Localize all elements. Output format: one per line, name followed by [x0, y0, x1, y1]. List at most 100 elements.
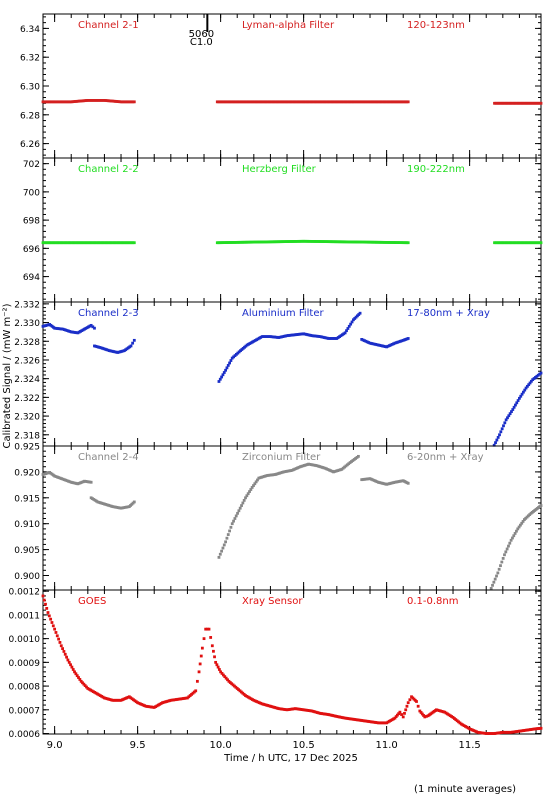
data-point: [41, 594, 45, 598]
data-point: [527, 383, 531, 387]
data-point: [132, 100, 136, 104]
data-point: [226, 533, 230, 536]
data-point: [232, 519, 235, 523]
data-point: [234, 514, 238, 518]
data-point: [220, 549, 224, 553]
x-tick-label: 10.5: [292, 740, 314, 751]
data-point: [397, 712, 401, 716]
x-tick-label: 11.0: [375, 740, 397, 751]
data-point: [199, 654, 203, 658]
data-point: [503, 421, 507, 425]
data-point: [504, 418, 508, 422]
y-tick-label: 0.0008: [9, 683, 41, 693]
panel-frame: [42, 589, 542, 735]
data-point: [242, 498, 246, 502]
data-point: [516, 399, 520, 402]
y-tick-label: 0.0011: [9, 611, 41, 621]
data-point: [514, 403, 517, 407]
data-point: [518, 396, 521, 400]
data-point: [253, 482, 257, 486]
data-point: [194, 689, 198, 693]
data-point: [195, 679, 199, 683]
panel-label: 6-20nm + Xray: [407, 452, 484, 463]
x-tick-label: 11.5: [458, 740, 480, 751]
data-point: [506, 416, 509, 420]
data-point: [515, 401, 519, 405]
data-point: [230, 522, 234, 526]
y-tick-label: 2.330: [14, 319, 40, 329]
data-point: [59, 644, 63, 648]
data-point: [69, 663, 72, 667]
panel-label: 190-222nm: [407, 164, 465, 175]
data-point: [539, 504, 543, 507]
y-tick-label: 0.920: [14, 468, 40, 478]
panel-label: GOES: [78, 596, 106, 607]
data-point: [505, 547, 509, 551]
panel-1: 6.26 6.28 6.30 6.32 6.34 Channel 2-1 Lyman-alp…: [20, 13, 543, 159]
data-point: [509, 538, 513, 542]
data-point: [89, 323, 93, 327]
data-point: [398, 710, 402, 714]
y-tick-label: 6.32: [20, 54, 40, 64]
data-point: [393, 716, 397, 720]
data-point: [44, 602, 47, 606]
data-point: [500, 560, 504, 564]
data-point: [513, 532, 517, 535]
data-point: [496, 435, 500, 439]
data-point: [55, 634, 59, 638]
y-tick-label: 0.915: [14, 494, 40, 504]
panel-frame: [42, 13, 542, 159]
data-point: [225, 536, 229, 540]
data-point: [519, 523, 522, 527]
x-tick-label: 10.0: [209, 740, 231, 751]
y-tick-label: 702: [23, 160, 40, 170]
data-point: [358, 311, 362, 315]
data-point: [66, 658, 70, 662]
data-point: [498, 433, 501, 437]
data-point: [516, 527, 520, 531]
data-point: [233, 517, 237, 520]
data-point: [198, 662, 202, 666]
data-point: [501, 557, 505, 560]
y-tick-label: 6.26: [20, 140, 40, 150]
data-point: [405, 704, 409, 708]
data-point: [252, 484, 255, 487]
panel-label: Lyman-alpha Filter: [242, 20, 335, 31]
panel-label: 120-123nm: [407, 20, 465, 31]
data-point: [489, 587, 493, 590]
data-point: [404, 708, 408, 712]
y-tick-label: 698: [23, 217, 40, 227]
data-point: [495, 438, 499, 442]
y-tick-label: 700: [23, 188, 40, 198]
data-point: [401, 715, 405, 719]
y-tick-label: 694: [23, 273, 40, 283]
data-point: [343, 331, 347, 335]
data-point: [248, 490, 251, 493]
x-axis-label: Time / h UTC, 17 Dec 2025: [223, 753, 358, 764]
data-series: [41, 311, 543, 447]
y-tick-label: 6.34: [20, 25, 40, 35]
marker-label-top: 5060: [189, 29, 214, 40]
data-point: [403, 711, 406, 715]
data-point: [46, 611, 50, 614]
data-point: [492, 580, 496, 584]
data-point: [226, 363, 230, 367]
data-point: [214, 660, 218, 664]
data-point: [62, 650, 66, 653]
data-point: [204, 627, 208, 631]
data-point: [347, 324, 351, 328]
data-point: [250, 486, 254, 489]
data-point: [496, 571, 500, 575]
data-point: [226, 678, 229, 682]
panel-label: Zirconium Filter: [242, 452, 321, 463]
data-series: [41, 99, 543, 105]
y-tick-label: 2.320: [14, 413, 40, 423]
data-point: [67, 660, 71, 664]
panel-label: Channel 2-4: [78, 452, 139, 463]
data-point: [212, 649, 215, 653]
data-series: [41, 454, 543, 590]
data-point: [63, 652, 67, 656]
y-axis-label: Calibrated Signal / (mW m⁻²): [2, 303, 13, 448]
data-point: [523, 388, 527, 392]
